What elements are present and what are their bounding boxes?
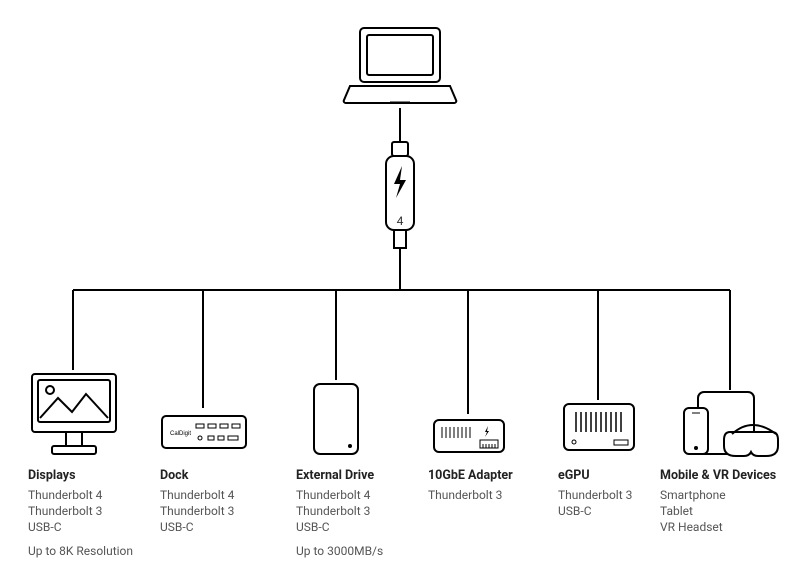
egpu-icon [560,398,638,460]
title-egpu: eGPU [558,468,632,485]
svg-text:CalDigit: CalDigit [170,431,191,437]
display-icon [28,370,120,462]
thunderbolt-cable-icon [380,140,420,254]
dock-icon: CalDigit [158,408,250,460]
external-drive-icon [308,380,364,462]
ethernet-adapter-icon [430,414,508,462]
title-10gbe-adapter: 10GbE Adapter [428,468,513,485]
label-10gbe-adapter: 10GbE Adapter Thunderbolt 3 [428,468,513,503]
title-displays: Displays [28,468,133,485]
label-displays: Displays Thunderbolt 4 Thunderbolt 3 USB… [28,468,133,560]
cable-version-label: 4 [394,214,406,228]
thunderbolt-diagram: 4 CalDigit [0,0,800,578]
label-mobile-vr: Mobile & VR Devices Smartphone Tablet VR… [660,468,776,535]
label-egpu: eGPU Thunderbolt 3 USB-C [558,468,632,519]
title-external-drive: External Drive [296,468,383,485]
label-dock: Dock Thunderbolt 4 Thunderbolt 3 USB-C [160,468,234,535]
title-dock: Dock [160,468,234,485]
label-external-drive: External Drive Thunderbolt 4 Thunderbolt… [296,468,383,560]
mobile-vr-icon [662,388,780,464]
title-mobile-vr: Mobile & VR Devices [660,468,776,485]
laptop-icon [342,24,458,112]
